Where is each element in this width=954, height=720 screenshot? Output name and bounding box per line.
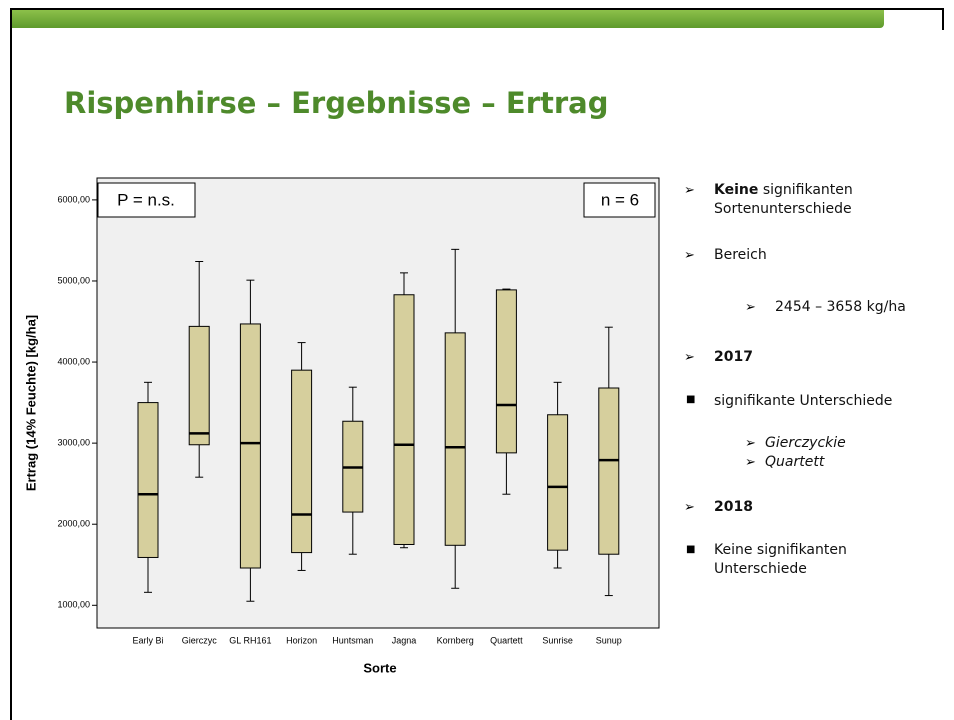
x-axis-label: Sorte [363,660,396,675]
annotation: n = 6 [601,190,639,209]
frame [10,8,12,720]
slide-title: Rispenhirse – Ergebnisse – Ertrag [64,86,609,120]
box [239,323,261,569]
box [393,294,415,545]
y-tick-label: 1000,00 [57,600,90,610]
bullet-marker: ■ [686,544,696,555]
bullet: 2017 [714,349,753,365]
box [291,369,313,554]
box [495,289,517,454]
bullet-marker: ➢ [745,436,756,451]
annotation: P = n.s. [117,190,175,209]
x-tick-label: Huntsman [332,635,373,645]
bullet-marker: ■ [686,394,696,405]
text: signifikanten Sortenunterschiede [714,182,853,217]
bold-text: Keine [714,182,759,198]
x-tick-label: Sunrise [542,635,573,645]
y-tick-label: 5000,00 [57,275,90,285]
bullet: 2018 [714,499,753,515]
plot-area [96,177,660,629]
header-bar [12,10,884,28]
bullet: Keine signifikanten Sortenunterschiede [714,181,914,219]
bullet-marker: ➢ [684,350,695,365]
bullet-marker: ➢ [745,300,756,315]
x-tick-label: GL RH161 [229,635,271,645]
bullet-marker: ➢ [684,183,695,198]
box [598,387,620,555]
bullet-marker: ➢ [745,455,756,470]
x-tick-label: Sunup [596,635,622,645]
x-tick-label: Kornberg [437,635,474,645]
x-tick-label: Gierczyc [182,635,218,645]
box [547,414,569,551]
bullet: Bereich [714,247,767,263]
box [137,402,159,558]
bullet-marker: ➢ [684,500,695,515]
x-tick-label: Quartett [490,635,523,645]
annotation-box [583,182,656,218]
box [188,325,210,446]
bullet: Gierczyckie [765,435,846,451]
y-tick-label: 3000,00 [57,438,90,448]
bullet: Quartett [765,454,825,470]
bullet-marker: ➢ [684,248,695,263]
bullet: 2454 – 3658 kg/ha [775,299,906,315]
y-tick-label: 4000,00 [57,356,90,366]
x-tick-label: Horizon [286,635,317,645]
frame [10,8,944,10]
y-tick-label: 2000,00 [57,519,90,529]
box [444,332,466,546]
annotation-box [97,182,196,218]
y-axis-label: Ertrag (14% Feuchte) [kg/ha] [23,315,38,491]
bullet: Keine signifikanten Unterschiede [714,542,847,577]
frame [942,8,944,30]
y-tick-label: 6000,00 [57,194,90,204]
bullet: signifikante Unterschiede [714,393,893,409]
x-tick-label: Early Bi [132,635,163,645]
x-tick-label: Jagna [392,635,417,645]
